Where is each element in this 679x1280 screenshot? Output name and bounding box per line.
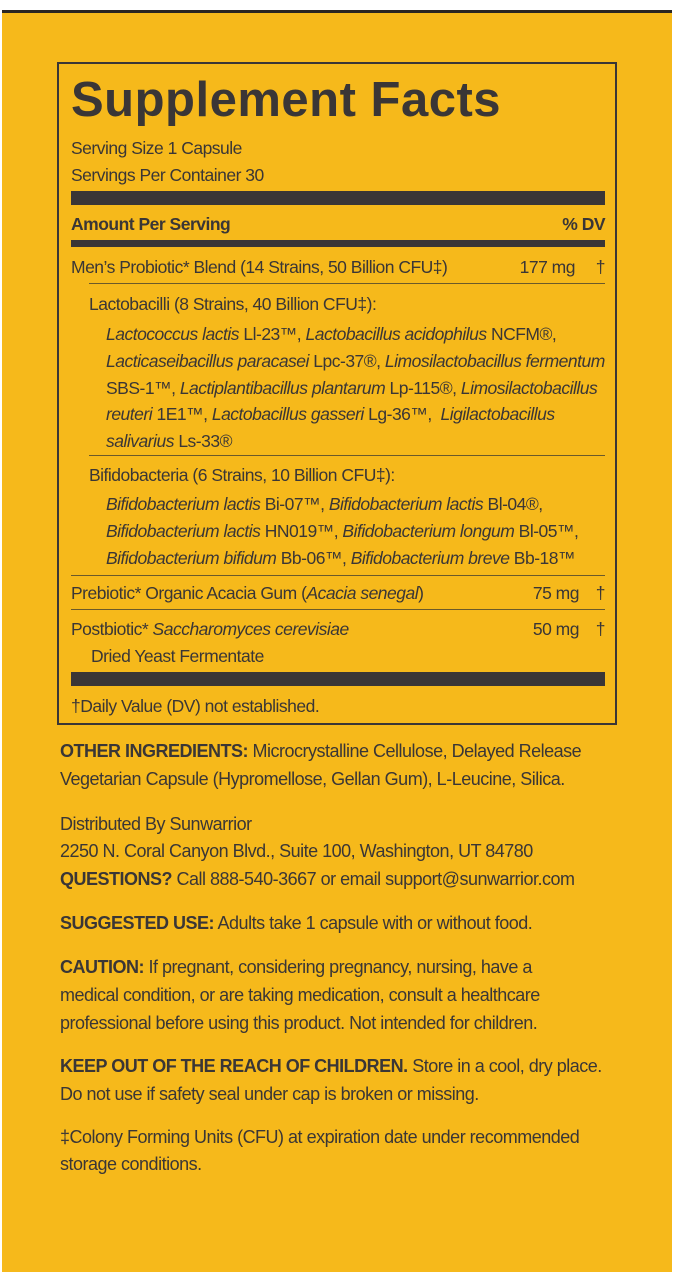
cfu-note: ‡Colony Forming Units (CFU) at expiratio… — [60, 1127, 580, 1147]
strain-line: Bifidobacterium lactis HN019™, Bifidobac… — [106, 518, 579, 545]
suggested-use-text: Adults take 1 capsule with or without fo… — [214, 913, 533, 933]
medium-divider — [71, 240, 605, 247]
dv-header: % DV — [562, 214, 605, 234]
caution-text: If pregnant, considering pregnancy, nurs… — [144, 957, 533, 977]
strain-code: 1E1™, — [152, 404, 212, 425]
divider — [71, 575, 605, 576]
strain-species: Lactobacillus gasseri — [211, 404, 364, 425]
strain-species: reuteri — [106, 404, 153, 425]
strain-line: reuteri 1E1™, Lactobacillus gasseri Lg-3… — [106, 401, 605, 428]
label-panel — [2, 10, 672, 1272]
postbiotic-name: Postbiotic* Saccharomyces cerevisiae — [71, 619, 349, 639]
strain-code: Lp-115®, — [385, 377, 461, 398]
divider — [89, 455, 605, 456]
strain-species: Lacticaseibacillus paracasei — [106, 350, 309, 371]
postbiotic-line2: Dried Yeast Fermentate — [91, 646, 264, 666]
prebiotic-species: Acacia senegal — [306, 583, 419, 603]
prebiotic-amount: 75 mg — [532, 583, 580, 603]
postbiotic-dv: † — [595, 619, 606, 639]
strain-species: Lactobacillus acidophilus — [305, 324, 488, 344]
strain-species: Bifidobacterium lactis — [328, 494, 484, 514]
facts-title: Supplement Facts — [71, 73, 502, 127]
strain-code: Lg-36™, — [363, 404, 441, 425]
strain-line: salivarius Ls-33® — [106, 428, 605, 455]
caution-label: CAUTION: — [60, 957, 145, 977]
blend-dv: † — [595, 257, 606, 277]
cfu-note-line2: storage conditions. — [60, 1154, 202, 1174]
questions-text: Call 888-540-3667 or email support@sunwa… — [172, 869, 575, 889]
strain-species: Limosilactobacillus fermentum — [384, 350, 605, 371]
questions-label: QUESTIONS? — [60, 869, 173, 889]
bifidobacteria-strains: Bifidobacterium lactis Bi-07™, Bifidobac… — [106, 491, 579, 572]
prebiotic-text: Prebiotic* Organic Acacia Gum ( — [71, 583, 307, 603]
strain-code: Ls-33® — [173, 431, 232, 452]
prebiotic-text-end: ) — [418, 583, 424, 603]
other-ingredients: OTHER INGREDIENTS: Microcrystalline Cell… — [60, 741, 582, 761]
caution-line3: professional before using this product. … — [60, 1013, 538, 1033]
supplement-facts-box: Supplement Facts Serving Size 1 Capsule … — [57, 62, 617, 725]
strain-species: Bifidobacterium bifidum — [106, 547, 277, 568]
strain-line: Bifidobacterium lactis Bi-07™, Bifidobac… — [106, 491, 578, 518]
other-ingredients-line2: Vegetarian Capsule (Hypromellose, Gellan… — [60, 769, 565, 789]
lactobacilli-header: Lactobacilli (8 Strains, 40 Billion CFU‡… — [89, 294, 377, 314]
caution-line2: medical condition, or are taking medicat… — [60, 985, 540, 1005]
divider — [71, 609, 605, 610]
strain-code: Bb-18™ — [509, 547, 576, 568]
strain-species: Lactococcus lactis — [106, 324, 240, 344]
strain-code: SBS-1™, — [106, 377, 180, 398]
blend-name: Men’s Probiotic* Blend (14 Strains, 50 B… — [71, 257, 448, 277]
thick-divider — [71, 672, 605, 686]
divider — [89, 283, 605, 284]
distributor-name: Distributed By Sunwarrior — [60, 814, 252, 834]
strain-code: HN019™, — [260, 520, 343, 541]
strain-code: Bl-04®, — [483, 494, 544, 514]
strain-code: Bl-05™, — [514, 520, 579, 541]
lactobacilli-strains: Lactococcus lactis Ll-23™, Lactobacillus… — [106, 321, 605, 455]
strain-species: Bifidobacterium lactis — [106, 520, 261, 541]
strain-code: Bi-07™, — [260, 494, 329, 514]
keep-out: KEEP OUT OF THE REACH OF CHILDREN. Store… — [60, 1056, 602, 1076]
servings-per-container: Servings Per Container 30 — [71, 165, 264, 185]
strain-line: Lactococcus lactis Ll-23™, Lactobacillus… — [106, 321, 605, 348]
other-ingredients-label: OTHER INGREDIENTS: — [60, 741, 249, 761]
keep-out-label: KEEP OUT OF THE REACH OF CHILDREN. — [60, 1056, 408, 1076]
postbiotic-species: Saccharomyces cerevisiae — [152, 619, 350, 639]
prebiotic-name: Prebiotic* Organic Acacia Gum (Acacia se… — [71, 583, 424, 603]
strain-line: Lacticaseibacillus paracasei Lpc-37®, Li… — [106, 348, 605, 375]
thick-divider — [71, 191, 605, 205]
questions: QUESTIONS? Call 888-540-3667 or email su… — [60, 869, 575, 889]
distributor-address: 2250 N. Coral Canyon Blvd., Suite 100, W… — [60, 841, 533, 861]
strain-species: salivarius — [106, 431, 174, 452]
strain-species: Bifidobacterium longum — [342, 520, 515, 541]
strain-species: Lactiplantibacillus plantarum — [179, 377, 386, 398]
postbiotic-amount: 50 mg — [532, 619, 580, 639]
dv-footnote: †Daily Value (DV) not established. — [71, 696, 320, 716]
keep-out-text: Store in a cool, dry place. — [407, 1056, 602, 1076]
amount-per-serving-header: Amount Per Serving — [71, 214, 231, 234]
postbiotic-text: Postbiotic* — [71, 619, 153, 639]
strain-line: Bifidobacterium bifidum Bb-06™, Bifidoba… — [106, 545, 578, 572]
other-ingredients-text: Microcrystalline Cellulose, Delayed Rele… — [248, 741, 582, 761]
strain-code: NCFM®, — [486, 324, 557, 344]
caution: CAUTION: If pregnant, considering pregna… — [60, 957, 532, 977]
prebiotic-dv: † — [595, 583, 606, 603]
strain-species: Bifidobacterium lactis — [106, 494, 261, 514]
strain-species: Ligilactobacillus — [440, 404, 556, 425]
strain-code: Bb-06™, — [276, 547, 351, 568]
keep-out-line2: Do not use if safety seal under cap is b… — [60, 1084, 479, 1104]
strain-code: Lpc-37®, — [308, 350, 385, 371]
strain-species: Limosilactobacillus — [460, 377, 598, 398]
blend-amount: 177 mg — [519, 257, 576, 277]
bifidobacteria-header: Bifidobacteria (6 Strains, 10 Billion CF… — [89, 465, 395, 485]
serving-size: Serving Size 1 Capsule — [71, 138, 242, 158]
strain-species: Bifidobacterium breve — [350, 547, 510, 568]
strain-line: SBS-1™, Lactiplantibacillus plantarum Lp… — [106, 375, 605, 402]
strain-code: Ll-23™, — [239, 324, 306, 344]
suggested-use: SUGGESTED USE: Adults take 1 capsule wit… — [60, 913, 533, 933]
suggested-use-label: SUGGESTED USE: — [60, 913, 215, 933]
